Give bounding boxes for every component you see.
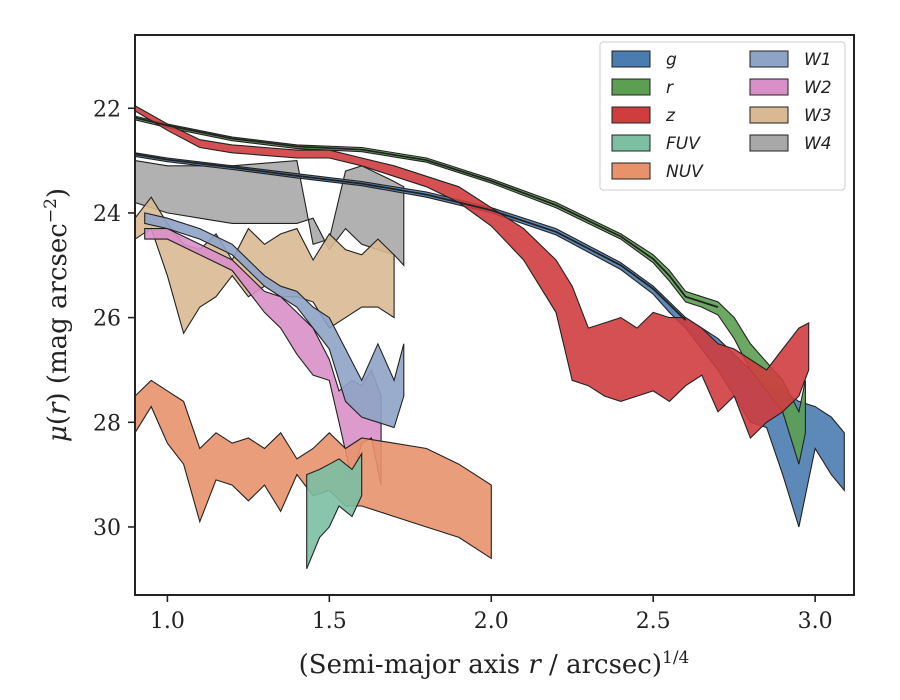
x-axis: 1.0 1.5 2.0 2.5 3.0 [150, 595, 833, 634]
band-r [135, 115, 806, 465]
band-z [135, 105, 810, 439]
legend-swatch-nuv [611, 162, 651, 180]
legend-label-nuv: NUV [666, 162, 704, 182]
outline-g [135, 153, 687, 321]
legend-label-w3: W3 [804, 106, 832, 126]
band-nuv [135, 379, 492, 560]
x-tick-label: 2.0 [474, 609, 509, 634]
legend-swatch-w3 [749, 106, 789, 124]
y-tick-label: 22 [93, 97, 121, 122]
legend-label-r: r [666, 78, 674, 98]
series-outlines [135, 116, 719, 321]
legend-label-w2: W2 [804, 78, 832, 98]
x-tick-label: 1.5 [312, 609, 347, 634]
plot-frame [134, 34, 855, 596]
band-fuv [306, 451, 363, 570]
legend-swatch-r [611, 78, 651, 96]
legend-label-z: z [665, 106, 676, 126]
y-tick-label: 26 [93, 307, 121, 332]
legend-label-w1: W1 [804, 50, 832, 70]
series-bands [135, 105, 845, 570]
x-axis-label: (Semi-major axis r / arcsec)1/4 [299, 648, 690, 680]
legend-label-fuv: FUV [666, 134, 701, 154]
legend-swatch-z [611, 106, 651, 124]
outline-r [135, 116, 719, 308]
legend-swatch-w1 [749, 50, 789, 68]
band-w1 [144, 212, 405, 429]
legend-swatch-w4 [749, 134, 789, 152]
y-tick-label: 28 [93, 411, 121, 436]
legend-swatch-w2 [749, 78, 789, 96]
x-tick-label: 2.5 [636, 609, 671, 634]
legend-swatch-g [611, 50, 651, 68]
legend-swatch-fuv [611, 134, 651, 152]
legend-label-w4: W4 [804, 134, 832, 154]
legend: grz FUV NUV W1 W2 W3 W4 [599, 41, 846, 191]
y-axis: 22 24 26 28 30 [93, 97, 135, 541]
y-axis-label: μ(r) (mag arcsec−2) [41, 188, 73, 442]
y-tick-label: 30 [93, 516, 121, 541]
y-tick-label: 24 [93, 202, 121, 227]
band-w4 [135, 160, 405, 267]
legend-label-g: g [666, 50, 677, 70]
x-tick-label: 3.0 [798, 609, 833, 634]
x-tick-label: 1.0 [150, 609, 185, 634]
